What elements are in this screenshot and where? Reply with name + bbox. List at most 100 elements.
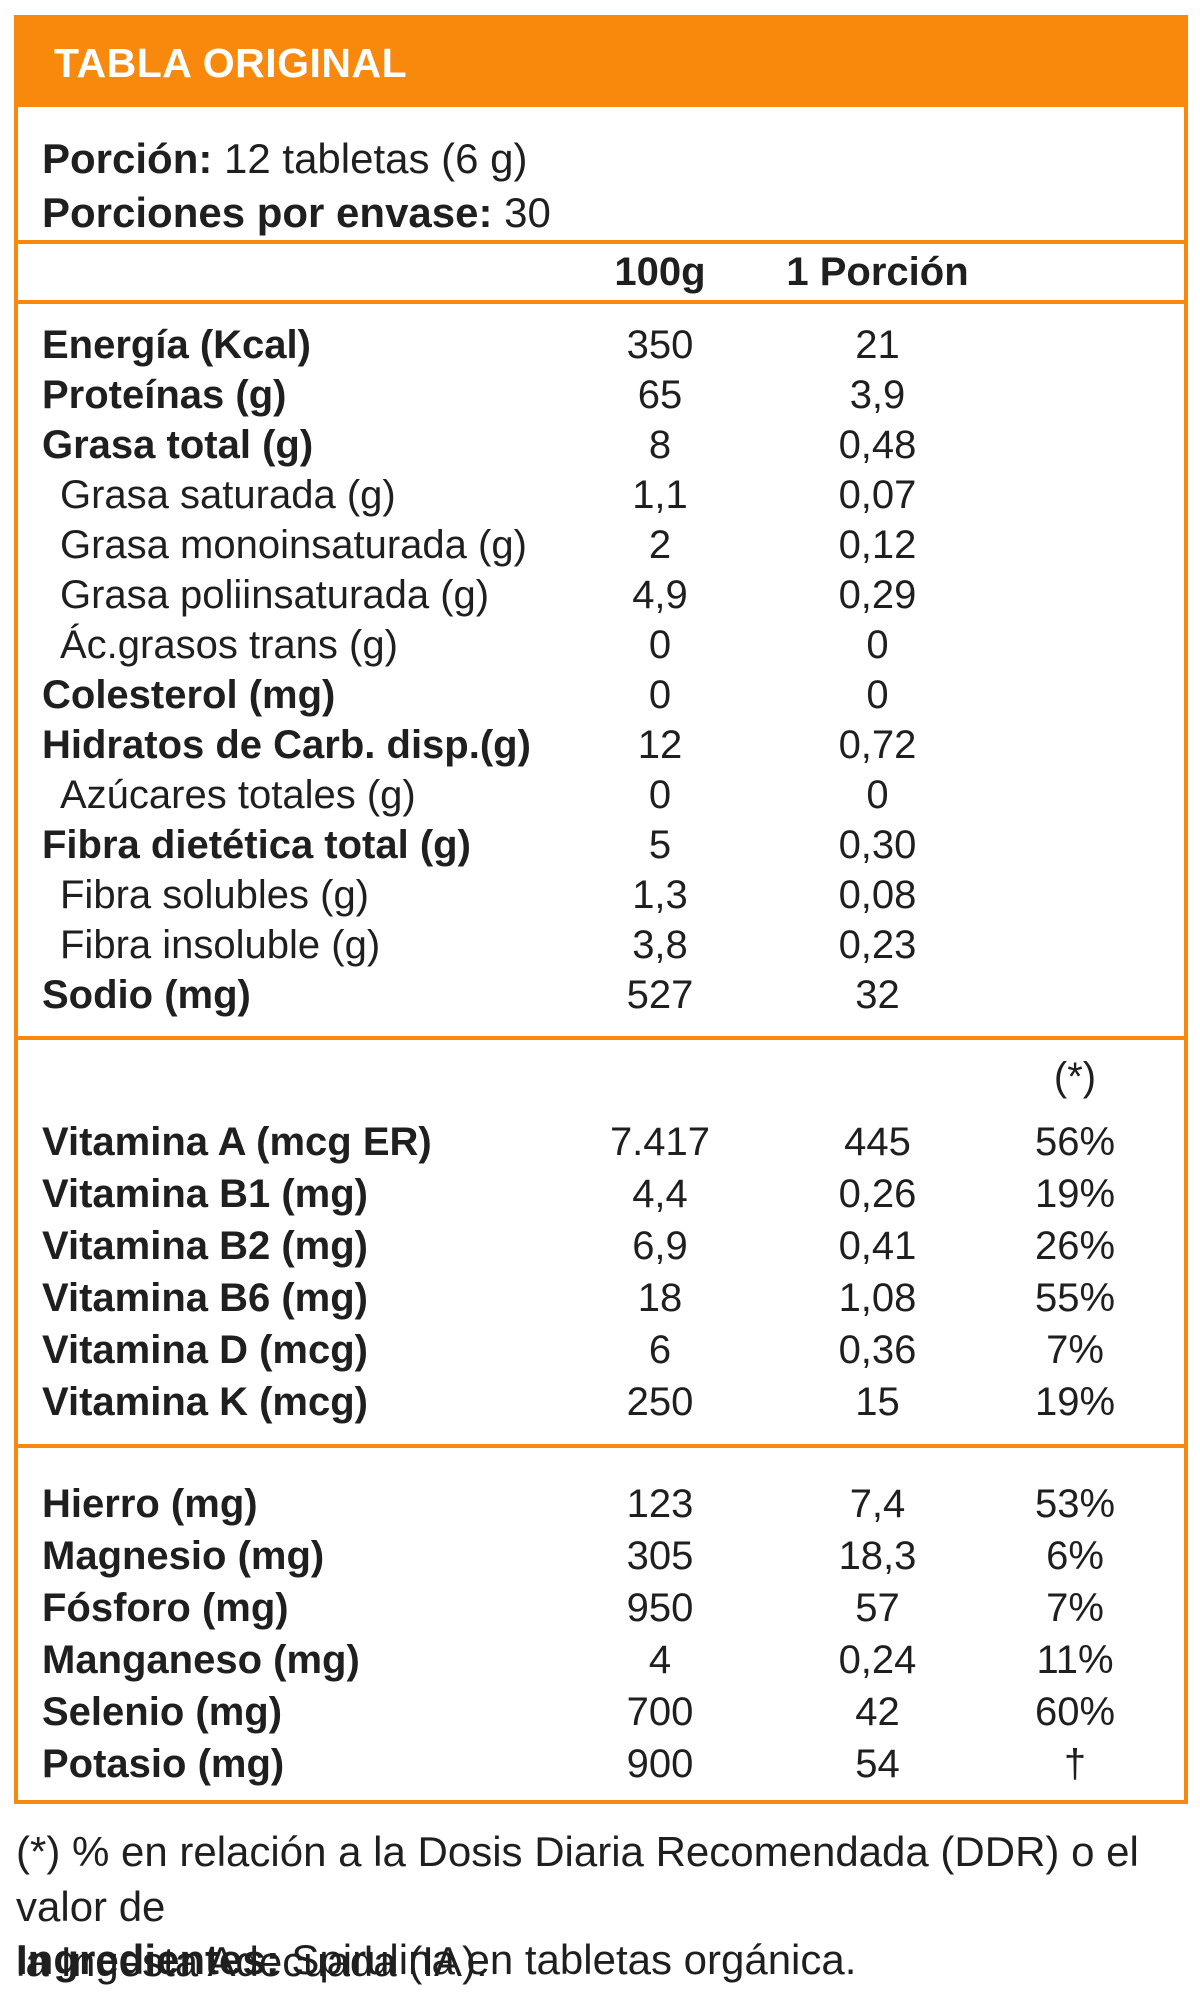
value-percent: † xyxy=(1063,1741,1087,1786)
vitamins-section: (*) Vitamina A (mcg ER) 7.417 445 56% Vitam… xyxy=(18,1040,1184,1444)
value-percent: 56% xyxy=(1034,1119,1116,1164)
table-row: Grasa monoinsaturada (g) 2 0,12 xyxy=(18,520,1184,570)
nutrient-label: Vitamina K (mcg) xyxy=(42,1379,368,1424)
table-row: Sodio (mg) 527 32 xyxy=(18,970,1184,1020)
portion-value: 12 tabletas (6 g) xyxy=(212,135,528,182)
ingredients-value: Spirulina en tabletas orgánica. xyxy=(279,1936,857,1983)
nutrient-label: Vitamina B1 (mg) xyxy=(42,1171,368,1216)
value-portion: 0,23 xyxy=(838,922,917,967)
portion-line: Porción: 12 tabletas (6 g) xyxy=(42,132,1184,186)
value-portion: 0,41 xyxy=(838,1223,917,1268)
column-header-row: 100g 1 Porción xyxy=(18,244,1184,300)
value-100g: 0 xyxy=(648,772,672,817)
table-row: Hidratos de Carb. disp.(g) 12 0,72 xyxy=(18,720,1184,770)
value-100g: 700 xyxy=(626,1689,694,1734)
serving-info: Porción: 12 tabletas (6 g) Porciones por… xyxy=(18,107,1184,240)
value-portion: 57 xyxy=(855,1585,900,1630)
value-portion: 0,30 xyxy=(838,822,917,867)
value-portion: 0,12 xyxy=(838,522,917,567)
value-portion: 0 xyxy=(866,622,889,667)
nutrient-label: Vitamina A (mcg ER) xyxy=(42,1119,432,1164)
nutrient-label: Fibra insoluble (g) xyxy=(60,922,381,967)
nutrition-table-card: TABLA ORIGINAL Porción: 12 tabletas (6 g… xyxy=(14,15,1188,1804)
value-portion: 15 xyxy=(855,1379,900,1424)
percent-header: (*) xyxy=(1053,1054,1097,1099)
nutrient-label: Grasa total (g) xyxy=(42,422,314,467)
table-row: Hierro (mg) 123 7,4 53% xyxy=(18,1478,1184,1530)
value-percent: 53% xyxy=(1034,1481,1116,1526)
value-portion: 445 xyxy=(844,1119,911,1164)
table-row: Vitamina K (mcg) 250 15 19% xyxy=(18,1376,1184,1428)
value-portion: 0 xyxy=(866,772,889,817)
nutrient-label: Fibra solubles (g) xyxy=(60,872,370,917)
table-row: Proteínas (g) 65 3,9 xyxy=(18,370,1184,420)
table-row: Vitamina A (mcg ER) 7.417 445 56% xyxy=(18,1116,1184,1168)
separator-line xyxy=(18,1036,1184,1040)
nutrient-label: Grasa monoinsaturada (g) xyxy=(60,522,527,567)
value-100g: 2 xyxy=(648,522,672,567)
value-portion: 54 xyxy=(855,1741,900,1786)
value-100g: 123 xyxy=(626,1481,694,1526)
table-row: Fibra insoluble (g) 3,8 0,23 xyxy=(18,920,1184,970)
table-row: Fósforo (mg) 950 57 7% xyxy=(18,1582,1184,1634)
table-row: Fibra dietética total (g) 5 0,30 xyxy=(18,820,1184,870)
value-100g: 0 xyxy=(648,672,672,717)
value-percent: 19% xyxy=(1034,1379,1116,1424)
nutrient-label: Colesterol (mg) xyxy=(42,672,336,717)
value-100g: 4,9 xyxy=(632,572,688,617)
nutrient-label: Selenio (mg) xyxy=(42,1689,283,1734)
separator-line xyxy=(18,300,1184,304)
macronutrients-section: Energía (Kcal) 350 21 Proteínas (g) 65 3,9 G… xyxy=(18,304,1184,1036)
value-portion: 0,36 xyxy=(838,1327,917,1372)
table-row: Vitamina D (mcg) 6 0,36 7% xyxy=(18,1324,1184,1376)
value-percent: 19% xyxy=(1034,1171,1116,1216)
value-portion: 1,08 xyxy=(838,1275,917,1320)
value-portion: 7,4 xyxy=(849,1481,906,1526)
table-row: Fibra solubles (g) 1,3 0,08 xyxy=(18,870,1184,920)
value-100g: 4,4 xyxy=(632,1171,688,1216)
nutrient-label: Vitamina B6 (mg) xyxy=(42,1275,368,1320)
nutrient-label: Proteínas (g) xyxy=(42,372,287,417)
table-row: Colesterol (mg) 0 0 xyxy=(18,670,1184,720)
table-row: Manganeso (mg) 4 0,24 11% xyxy=(18,1634,1184,1686)
value-portion: 32 xyxy=(855,972,900,1017)
value-portion: 0,26 xyxy=(838,1171,917,1216)
servings-value: 30 xyxy=(492,189,551,236)
table-row: Selenio (mg) 700 42 60% xyxy=(18,1686,1184,1738)
servings-label: Porciones por envase: xyxy=(42,189,493,236)
table-row: Grasa saturada (g) 1,1 0,07 xyxy=(18,470,1184,520)
servings-per-container-line: Porciones por envase: 30 xyxy=(42,186,1184,240)
table-row: Azúcares totales (g) 0 0 xyxy=(18,770,1184,820)
table-title: TABLA ORIGINAL xyxy=(54,39,408,86)
value-100g: 18 xyxy=(637,1275,683,1320)
footnote-line-1: (*) % en relación a la Dosis Diaria Reco… xyxy=(16,1828,1139,1930)
nutrient-label: Potasio (mg) xyxy=(42,1741,285,1786)
value-portion: 0,29 xyxy=(838,572,917,617)
value-percent: 7% xyxy=(1046,1327,1104,1372)
value-100g: 250 xyxy=(626,1379,694,1424)
footnote-line-2: la Ingesta Adecuada (IA). xyxy=(16,1938,488,1985)
nutrient-label: Sodio (mg) xyxy=(42,972,251,1017)
value-100g: 6,9 xyxy=(632,1223,688,1268)
value-100g: 527 xyxy=(626,972,694,1017)
value-100g: 6 xyxy=(648,1327,672,1372)
nutrient-label: Fósforo (mg) xyxy=(42,1585,289,1630)
value-100g: 900 xyxy=(626,1741,694,1786)
table-title-bar: TABLA ORIGINAL xyxy=(18,19,1184,107)
value-portion: 0,72 xyxy=(838,722,917,767)
nutrient-label: Grasa saturada (g) xyxy=(60,472,396,517)
nutrient-label: Azúcares totales (g) xyxy=(60,772,416,817)
value-100g: 1,3 xyxy=(632,872,688,917)
value-portion: 21 xyxy=(855,322,900,367)
value-100g: 305 xyxy=(626,1533,694,1578)
value-percent: 55% xyxy=(1034,1275,1116,1320)
value-100g: 3,8 xyxy=(632,922,688,967)
value-percent: 26% xyxy=(1034,1223,1116,1268)
table-row: Vitamina B1 (mg) 4,4 0,26 19% xyxy=(18,1168,1184,1220)
table-row: Grasa poliinsaturada (g) 4,9 0,29 xyxy=(18,570,1184,620)
value-portion: 0,24 xyxy=(838,1637,917,1682)
table-row: Vitamina B6 (mg) 18 1,08 55% xyxy=(18,1272,1184,1324)
table-row: Vitamina B2 (mg) 6,9 0,41 26% xyxy=(18,1220,1184,1272)
table-row: Potasio (mg) 900 54 † xyxy=(18,1738,1184,1790)
table-row: Energía (Kcal) 350 21 xyxy=(18,320,1184,370)
